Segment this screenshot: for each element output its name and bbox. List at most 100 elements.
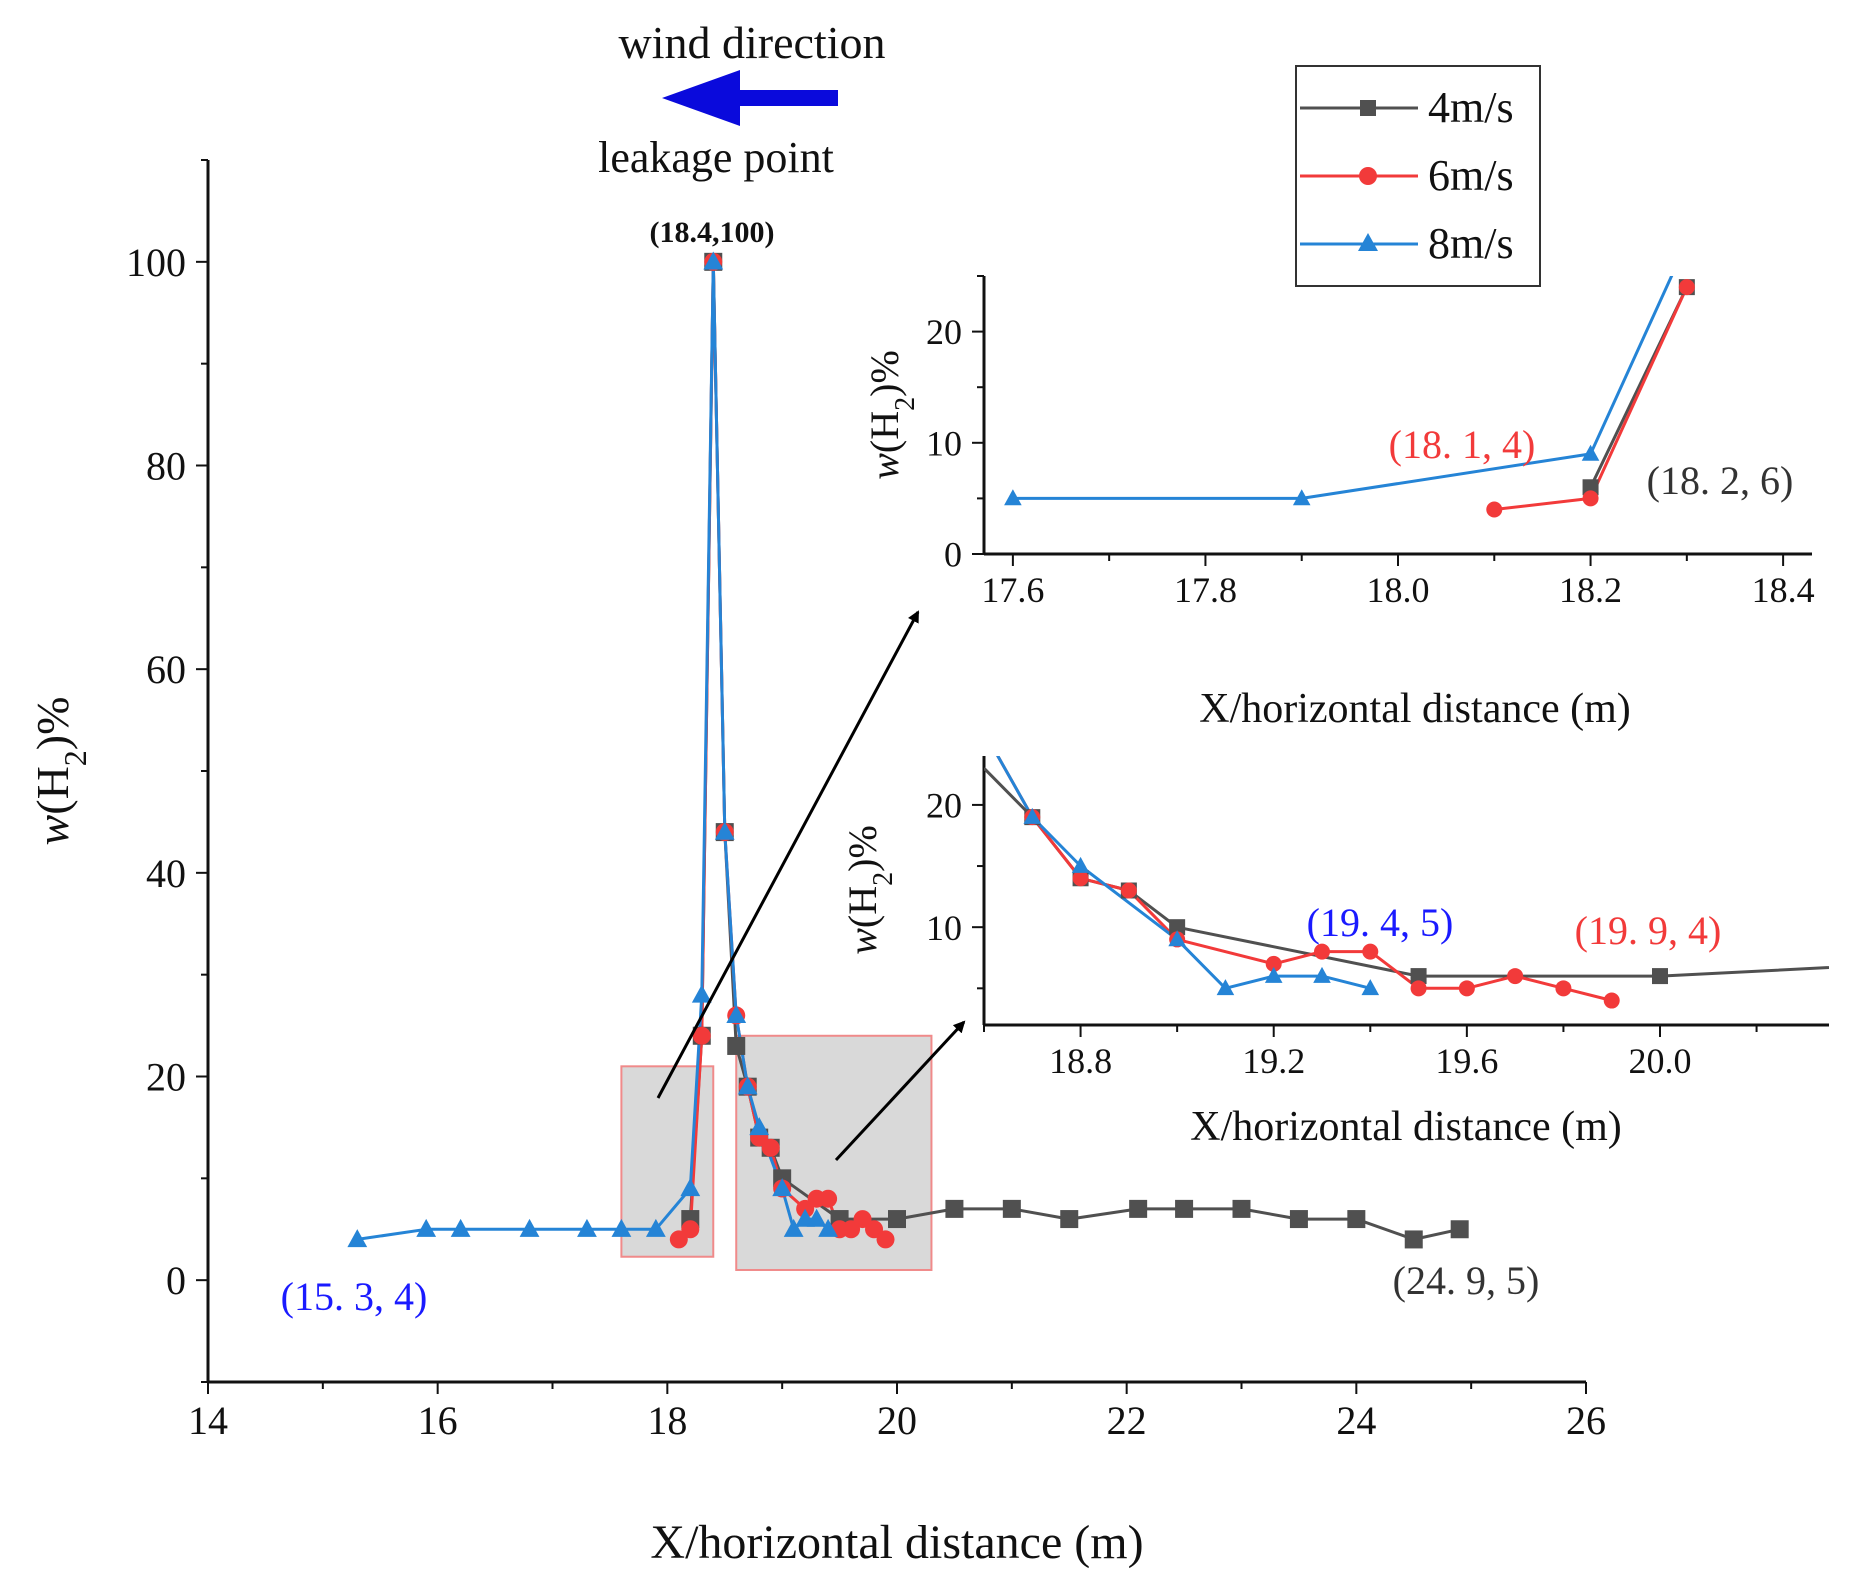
main-point-8ms (645, 1218, 666, 1237)
inset2-x-tick-label: 20.0 (1629, 1041, 1692, 1081)
inset2-point-8ms (1264, 966, 1283, 983)
main-point-4ms (1450, 1220, 1469, 1239)
inset2-point-6ms (1265, 955, 1282, 972)
wind-arrow-head (662, 70, 740, 126)
inset2-y-label-main: (H (840, 886, 885, 928)
inset1-x-tick-label: 18.2 (1559, 570, 1622, 610)
inset2-y-label-suffix: )% (840, 825, 885, 872)
main-y-axis-label: w(H2)% (27, 697, 93, 846)
inset2-point-6ms (1507, 968, 1524, 985)
inset2-point-6ms (1362, 943, 1379, 960)
main-x-tick-label: 24 (1336, 1398, 1376, 1443)
inset1-point-8ms (1004, 489, 1022, 506)
main-point-8ms (806, 1208, 827, 1227)
inset1-x-axis-label: X/horizontal distance (m) (1199, 686, 1631, 732)
main-point-8ms (680, 1178, 701, 1197)
wind-direction-label: wind direction (619, 17, 886, 68)
main-point-8ms (714, 821, 735, 840)
inset2-point-8ms (1023, 807, 1042, 824)
main-x-tick-label: 20 (877, 1398, 917, 1443)
inset1-y-tick-label: 0 (944, 535, 962, 575)
inset2-point-8ms (1361, 979, 1380, 996)
inset1-point-8ms (1292, 489, 1311, 506)
main-y-tick-label: 100 (126, 240, 186, 285)
main-y-label-suffix: )% (27, 697, 78, 751)
main-y-tick-label: 40 (146, 851, 186, 896)
main-y-tick-label: 80 (146, 444, 186, 489)
inset1-axes: 17.6 17.8 18.0 18.2 18.4 0 10 20 (926, 275, 1815, 610)
inset2-annotation-red: (19. 9, 4) (1575, 908, 1722, 953)
main-x-tick-label: 22 (1107, 1398, 1147, 1443)
inset1-point-6ms (1678, 279, 1695, 296)
main-x-tick-label: 18 (647, 1398, 687, 1443)
inset1-point-4ms (1582, 479, 1599, 496)
legend-marker-8ms (1358, 233, 1378, 251)
main-point-8ms (726, 1005, 747, 1024)
main-y-tick-label: 60 (146, 647, 186, 692)
inset2-point-8ms (1313, 966, 1331, 983)
main-y-tick-label: 20 (146, 1055, 186, 1100)
main-x-tick-label: 14 (188, 1398, 228, 1443)
inset2-x-axis-label: X/horizontal distance (m) (1190, 1104, 1622, 1150)
main-x-tick-label: 16 (418, 1398, 458, 1443)
main-point-8ms (347, 1229, 368, 1248)
inset2-point-4ms (1410, 968, 1427, 985)
inset2-point-4ms (1169, 919, 1186, 936)
main-y-label-prefix: w (27, 814, 78, 845)
main-y-label-main: (H (27, 766, 78, 815)
legend-entry-4ms: 4m/s (1300, 83, 1514, 132)
inset2-point-8ms (1168, 930, 1186, 947)
inset2-point-4ms (1652, 968, 1668, 985)
inset1-y-label-sub: 2 (890, 397, 921, 411)
inset1-x-tick-label: 17.8 (1174, 570, 1237, 610)
legend-label-6ms: 6m/s (1428, 151, 1514, 200)
main-y-tick-label: 0 (166, 1258, 186, 1303)
inset-plot-1: 17.6 17.8 18.0 18.2 18.4 0 10 20 X/horizontal d… (862, 275, 1815, 732)
inset2-series (984, 756, 1829, 1009)
main-point-8ms (818, 1218, 838, 1237)
inset2-point-6ms (1410, 980, 1427, 997)
callout-arrow-inset1 (656, 610, 920, 1099)
main-x-tick-label: 26 (1566, 1398, 1606, 1443)
main-point-6ms (819, 1189, 838, 1208)
inset2-y-tick-label: 10 (926, 908, 962, 948)
main-point-4ms (945, 1199, 964, 1218)
main-point-4ms (727, 1036, 746, 1055)
inset1-x-tick-label: 18.4 (1752, 570, 1815, 610)
wind-indicator: wind direction leakage point (598, 17, 885, 182)
inset2-point-6ms (1314, 943, 1330, 960)
inset2-point-8ms (1071, 856, 1090, 873)
main-point-6ms (853, 1210, 872, 1229)
inset1-point-6ms (1486, 501, 1503, 518)
inset2-point-8ms (1216, 979, 1235, 996)
inset2-line-8ms (996, 756, 1371, 990)
inset-plot-2: 18.8 19.2 19.6 20.0 10 20 X/horizontal distan… (840, 756, 1829, 1150)
inset2-point-6ms (1120, 882, 1137, 899)
main-point-6ms (669, 1230, 688, 1249)
main-point-4ms (888, 1210, 906, 1229)
callout-arrow-inset2 (834, 1020, 966, 1162)
main-point-8ms (416, 1218, 437, 1237)
main-point-6ms (761, 1138, 780, 1157)
main-point-6ms (876, 1230, 895, 1249)
inset2-x-tick-label: 19.6 (1435, 1041, 1498, 1081)
inset2-y-axis-label: w(H2)% (840, 825, 899, 955)
legend-label-4ms: 4m/s (1428, 83, 1514, 132)
main-point-8ms (783, 1218, 804, 1237)
start-annotation: (15. 3, 4) (281, 1274, 428, 1319)
inset1-annotation-gray: (18. 2, 6) (1647, 458, 1794, 503)
inset2-axes: 18.8 19.2 19.6 20.0 10 20 (926, 756, 1829, 1081)
main-point-8ms (737, 1076, 758, 1095)
inset2-point-6ms (1458, 980, 1475, 997)
inset2-y-label-sub: 2 (868, 872, 899, 886)
inset2-point-6ms (1603, 992, 1620, 1009)
legend-marker-6ms (1359, 167, 1377, 185)
main-x-axis-label: X/horizontal distance (m) (650, 1516, 1143, 1569)
legend-marker-4ms (1360, 100, 1376, 116)
inset1-series (1004, 276, 1695, 518)
main-point-6ms (681, 1220, 700, 1239)
inset2-x-tick-label: 18.8 (1049, 1041, 1112, 1081)
legend-label-8ms: 8m/s (1428, 219, 1514, 268)
legend: 4m/s 6m/s 8m/s (1295, 65, 1541, 287)
